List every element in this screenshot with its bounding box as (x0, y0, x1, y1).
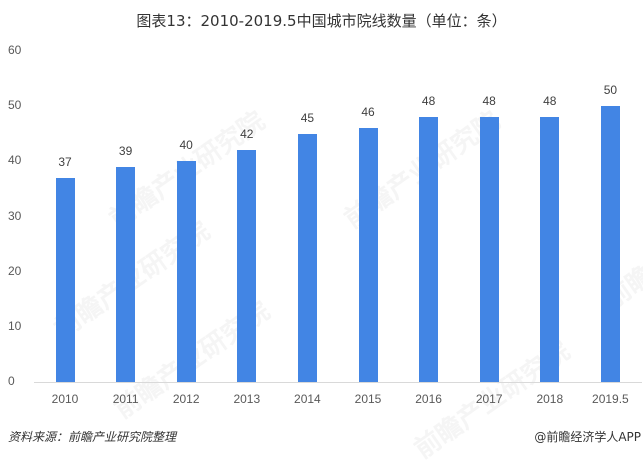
bar-2015 (358, 128, 378, 382)
bar-2010 (55, 177, 75, 382)
bar-2016 (419, 117, 439, 382)
data-label: 39 (118, 143, 133, 158)
data-label: 40 (179, 138, 193, 153)
x-axis-line (34, 382, 642, 383)
data-label: 37 (58, 154, 72, 169)
data-label: 42 (240, 127, 254, 142)
y-tick-label: 20 (8, 263, 22, 278)
data-label: 46 (361, 105, 375, 120)
source-note: 资料来源：前瞻产业研究院整理 (8, 430, 177, 444)
bar-2014 (297, 133, 317, 382)
bar-2019.5 (600, 106, 620, 382)
data-label: 48 (543, 94, 557, 109)
credit-label: @前瞻经济学人APP (534, 430, 641, 444)
bar-2017 (479, 117, 499, 382)
y-tick-label: 0 (8, 374, 15, 388)
x-tick-label: 2018 (536, 392, 564, 406)
bar-2013 (237, 150, 257, 382)
x-tick-label: 2013 (233, 392, 261, 406)
bar-2012 (176, 161, 196, 382)
y-tick-label: 40 (8, 153, 22, 168)
x-tick-label: 2015 (354, 392, 382, 406)
data-label: 48 (421, 94, 436, 109)
x-tick-label: 2014 (294, 392, 321, 406)
y-tick-label: 10 (8, 318, 22, 333)
x-tick-label: 2019.5 (592, 392, 629, 406)
data-label: 50 (603, 83, 618, 98)
data-label: 45 (300, 110, 315, 125)
chart-title: 图表13：2010-2019.5中国城市院线数量（单位：条） (136, 12, 507, 30)
x-tick-label: 2011 (112, 392, 139, 406)
x-tick-label: 2017 (475, 392, 503, 406)
bar-2018 (540, 117, 560, 382)
bar-2011 (116, 166, 136, 382)
y-tick-label: 30 (8, 208, 22, 223)
x-tick-label: 2012 (172, 392, 200, 406)
x-tick-label: 2016 (415, 392, 442, 406)
data-label: 48 (482, 94, 496, 109)
y-tick-label: 60 (8, 43, 22, 57)
y-tick-label: 50 (8, 98, 22, 113)
x-tick-label: 2010 (51, 392, 79, 406)
